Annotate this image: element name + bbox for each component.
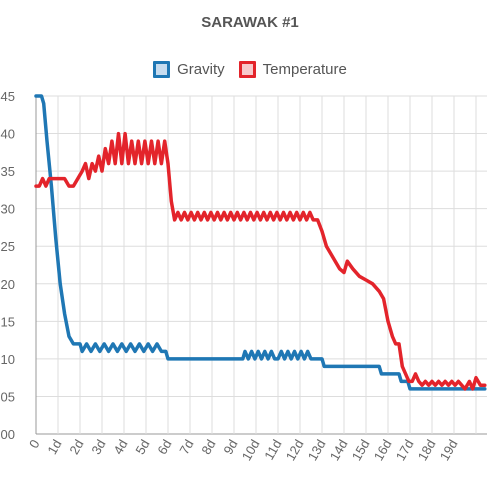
y-tick-label: 045 bbox=[0, 89, 15, 104]
x-tick-label: 11d bbox=[261, 437, 284, 462]
y-tick-label: 025 bbox=[0, 239, 15, 254]
x-tick-label: 7d bbox=[176, 437, 196, 457]
y-tick-label: 005 bbox=[0, 389, 15, 404]
x-tick-label: 10d bbox=[239, 437, 263, 463]
legend: Gravity Temperature bbox=[0, 61, 500, 78]
x-tick-label: 16d bbox=[371, 437, 395, 463]
x-tick-label: 3d bbox=[88, 437, 108, 457]
x-tick-label: 13d bbox=[305, 437, 329, 463]
series-line-temperature bbox=[34, 131, 487, 391]
y-tick-label: 010 bbox=[0, 352, 15, 367]
y-tick-label: 030 bbox=[0, 202, 15, 217]
y-tick-label: 035 bbox=[0, 164, 15, 179]
y-axis-ticks: .000 005 010 015 020 025 030 035 040 045 bbox=[0, 89, 15, 442]
x-tick-label: 17d bbox=[393, 437, 417, 463]
legend-label-temperature: Temperature bbox=[262, 61, 347, 78]
x-tick-label: 8d bbox=[198, 437, 218, 457]
x-tick-label: 1d bbox=[44, 437, 64, 457]
series-lines bbox=[34, 94, 487, 391]
x-tick-label: 15d bbox=[349, 437, 373, 463]
legend-item-gravity[interactable]: Gravity bbox=[153, 61, 225, 78]
legend-swatch-gravity bbox=[153, 61, 171, 78]
legend-swatch-temperature bbox=[238, 61, 256, 78]
x-tick-label: 18d bbox=[415, 437, 439, 463]
legend-label-gravity: Gravity bbox=[177, 61, 225, 78]
legend-item-temperature[interactable]: Temperature bbox=[238, 61, 347, 78]
x-tick-label: 6d bbox=[154, 437, 174, 457]
x-tick-label: 5d bbox=[132, 437, 152, 457]
y-tick-label: 040 bbox=[0, 127, 15, 142]
series-line-gravity bbox=[34, 94, 487, 391]
y-tick-label: 015 bbox=[0, 314, 15, 329]
x-tick-label: 4d bbox=[110, 437, 130, 457]
x-axis-ticks: 0 1d 2d 3d 4d 5d 6d 7d 8d 9d10d11d12d13d14d15d16d… bbox=[26, 437, 461, 463]
x-tick-label: 12d bbox=[283, 437, 307, 463]
chart-title: SARAWAK #1 bbox=[201, 14, 299, 31]
x-tick-label: 2d bbox=[66, 437, 86, 457]
x-tick-label: 19d bbox=[437, 437, 461, 463]
x-tick-label: 9d bbox=[220, 437, 240, 457]
y-tick-label: .000 bbox=[0, 427, 15, 442]
y-tick-label: 020 bbox=[0, 277, 15, 292]
x-tick-label: 0 bbox=[26, 437, 43, 451]
x-tick-label: 14d bbox=[327, 437, 351, 463]
